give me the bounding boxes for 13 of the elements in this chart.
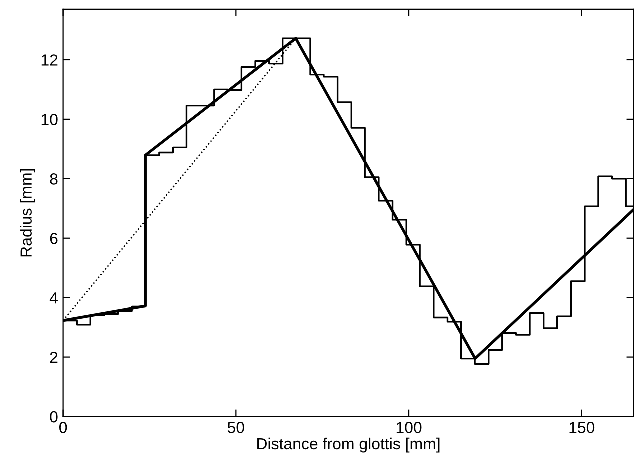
- y-tick-label: 0: [50, 411, 58, 423]
- x-axis-title: Distance from glottis [mm]: [258, 438, 440, 453]
- x-tick-label: 50: [228, 422, 244, 434]
- y-tick-label: 10: [42, 114, 58, 126]
- x-tick-label: 0: [59, 422, 68, 434]
- y-axis-title: Radius [mm]: [20, 169, 36, 257]
- y-tick-label: 8: [50, 174, 58, 185]
- x-tick-label: 150: [570, 422, 595, 434]
- y-tick-label: 4: [50, 292, 58, 304]
- y-tick-label: 2: [50, 352, 58, 364]
- y-tick-label: 6: [50, 233, 58, 244]
- x-tick-label: 100: [396, 422, 422, 434]
- y-tick-label: 12: [42, 54, 58, 66]
